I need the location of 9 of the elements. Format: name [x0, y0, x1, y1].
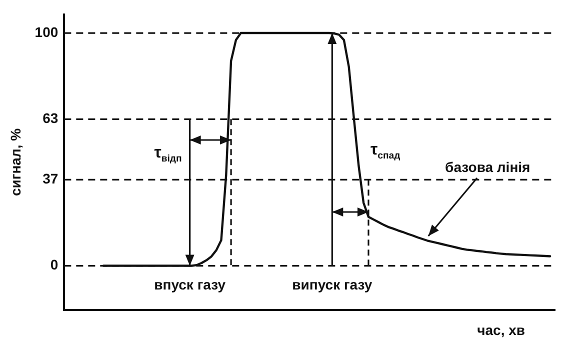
y-tick-label: 37: [42, 170, 58, 187]
annotation: впуск газу: [154, 276, 226, 293]
y-tick-label: 100: [34, 24, 58, 40]
y-tick-label: 0: [50, 256, 58, 273]
y-tick-label: 63: [42, 110, 58, 126]
y-axis-title: сигнал, %: [7, 128, 24, 196]
annotation: випуск газу: [292, 276, 372, 293]
annotation: базова лінія: [445, 158, 530, 175]
x-axis-title: час, хв: [477, 322, 526, 338]
